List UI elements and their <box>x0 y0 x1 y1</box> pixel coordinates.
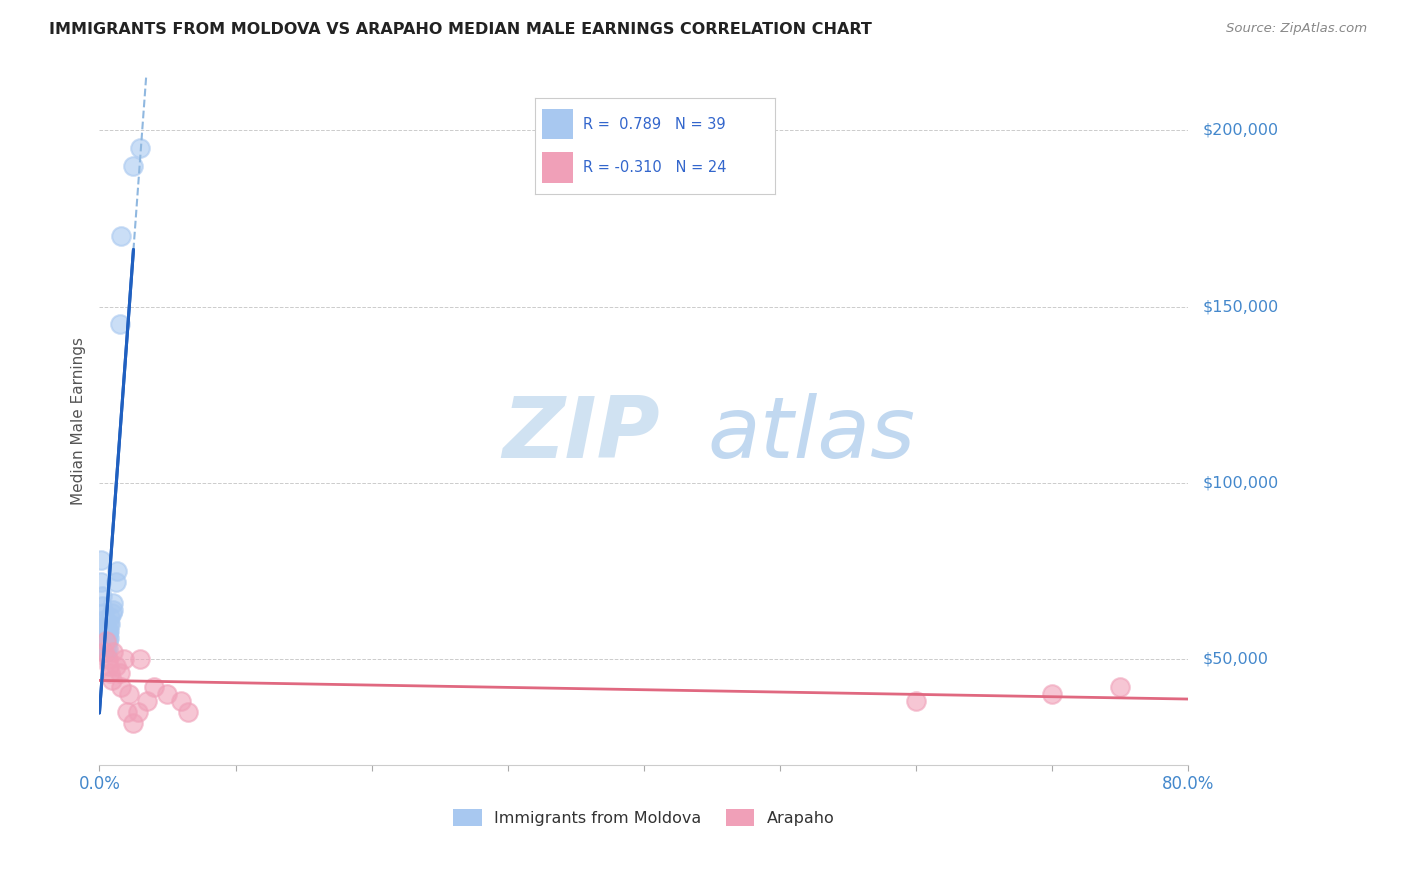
Point <box>1040 687 1063 701</box>
Point <box>170 694 193 708</box>
Point <box>115 705 138 719</box>
Text: ZIP: ZIP <box>502 393 659 476</box>
Point <box>96 627 118 641</box>
Legend: Immigrants from Moldova, Arapaho: Immigrants from Moldova, Arapaho <box>447 803 841 832</box>
Point <box>112 652 135 666</box>
Point <box>91 589 114 603</box>
Text: IMMIGRANTS FROM MOLDOVA VS ARAPAHO MEDIAN MALE EARNINGS CORRELATION CHART: IMMIGRANTS FROM MOLDOVA VS ARAPAHO MEDIA… <box>49 22 872 37</box>
Point <box>101 596 124 610</box>
Point <box>97 652 120 666</box>
Point <box>94 627 117 641</box>
Point <box>122 159 145 173</box>
Point <box>93 627 115 641</box>
Point <box>136 694 159 708</box>
Point <box>97 616 120 631</box>
Point <box>93 645 115 659</box>
Point <box>905 694 928 708</box>
Point <box>90 574 112 589</box>
Point <box>93 634 115 648</box>
Point <box>93 620 115 634</box>
Point <box>93 607 115 621</box>
Text: $150,000: $150,000 <box>1202 299 1278 314</box>
Text: Source: ZipAtlas.com: Source: ZipAtlas.com <box>1226 22 1367 36</box>
Point <box>97 631 120 645</box>
Point <box>129 652 152 666</box>
Point <box>93 613 115 627</box>
Point <box>97 624 120 638</box>
Point <box>98 609 121 624</box>
Point <box>96 634 118 648</box>
Point <box>96 634 118 648</box>
Point <box>94 616 117 631</box>
Point <box>94 638 117 652</box>
Point <box>94 624 117 638</box>
Point <box>110 680 132 694</box>
Point <box>97 634 120 648</box>
Point <box>97 624 120 638</box>
Point <box>142 680 165 694</box>
Point <box>96 631 118 645</box>
Point <box>1109 680 1132 694</box>
Point <box>104 659 127 673</box>
Point <box>90 553 112 567</box>
Point <box>129 141 152 155</box>
Text: atlas: atlas <box>707 393 915 476</box>
Text: $100,000: $100,000 <box>1202 475 1278 491</box>
Point <box>91 599 114 614</box>
Point <box>110 229 132 244</box>
Point <box>105 564 128 578</box>
Point <box>101 603 124 617</box>
Point <box>101 645 124 659</box>
Text: $200,000: $200,000 <box>1202 123 1278 138</box>
Point <box>122 715 145 730</box>
Point <box>96 645 118 659</box>
Point <box>98 616 121 631</box>
Point <box>97 627 120 641</box>
Point <box>97 659 120 673</box>
Point <box>98 666 121 681</box>
Point <box>100 673 122 688</box>
Point <box>118 687 141 701</box>
Point <box>156 687 179 701</box>
Point <box>108 666 131 681</box>
Point <box>96 641 118 656</box>
Y-axis label: Median Male Earnings: Median Male Earnings <box>72 337 86 505</box>
Point <box>177 705 200 719</box>
Point <box>104 574 127 589</box>
Point <box>100 607 122 621</box>
Point <box>97 641 120 656</box>
Point <box>94 645 117 659</box>
Point <box>127 705 149 719</box>
Point <box>94 634 117 648</box>
Point <box>96 620 118 634</box>
Point <box>108 317 131 331</box>
Text: $50,000: $50,000 <box>1202 651 1268 666</box>
